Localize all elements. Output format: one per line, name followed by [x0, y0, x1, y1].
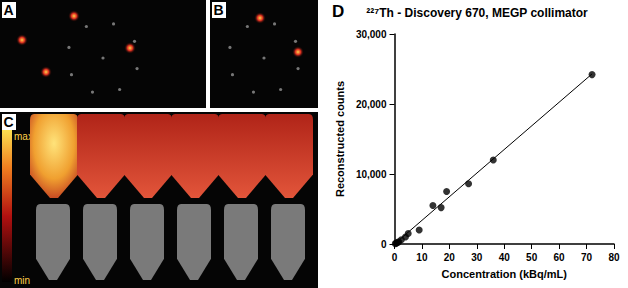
svg-text:70: 70 — [581, 252, 593, 263]
svg-text:Concentration (kBq/mL): Concentration (kBq/mL) — [442, 268, 568, 280]
svg-text:20: 20 — [444, 252, 456, 263]
svg-text:C: C — [4, 114, 14, 130]
svg-text:0: 0 — [392, 252, 398, 263]
svg-text:A: A — [4, 2, 14, 18]
svg-text:B: B — [214, 2, 224, 18]
svg-text:10: 10 — [416, 252, 428, 263]
svg-text:²²⁷Th - Discovery 670, MEGP co: ²²⁷Th - Discovery 670, MEGP collimator — [366, 6, 588, 20]
svg-text:0: 0 — [381, 239, 387, 250]
svg-text:80: 80 — [608, 252, 620, 263]
svg-text:min: min — [14, 275, 30, 286]
svg-text:Reconstructed counts: Reconstructed counts — [334, 81, 346, 197]
svg-text:50: 50 — [526, 252, 538, 263]
svg-text:60: 60 — [554, 252, 566, 263]
svg-text:max: max — [14, 131, 33, 142]
svg-text:30: 30 — [471, 252, 483, 263]
html-text:D: D — [332, 2, 345, 21]
svg-text:10,000: 10,000 — [356, 169, 387, 180]
svg-text:20,000: 20,000 — [356, 99, 387, 110]
svg-text:30,000: 30,000 — [356, 29, 387, 40]
svg-text:40: 40 — [499, 252, 511, 263]
